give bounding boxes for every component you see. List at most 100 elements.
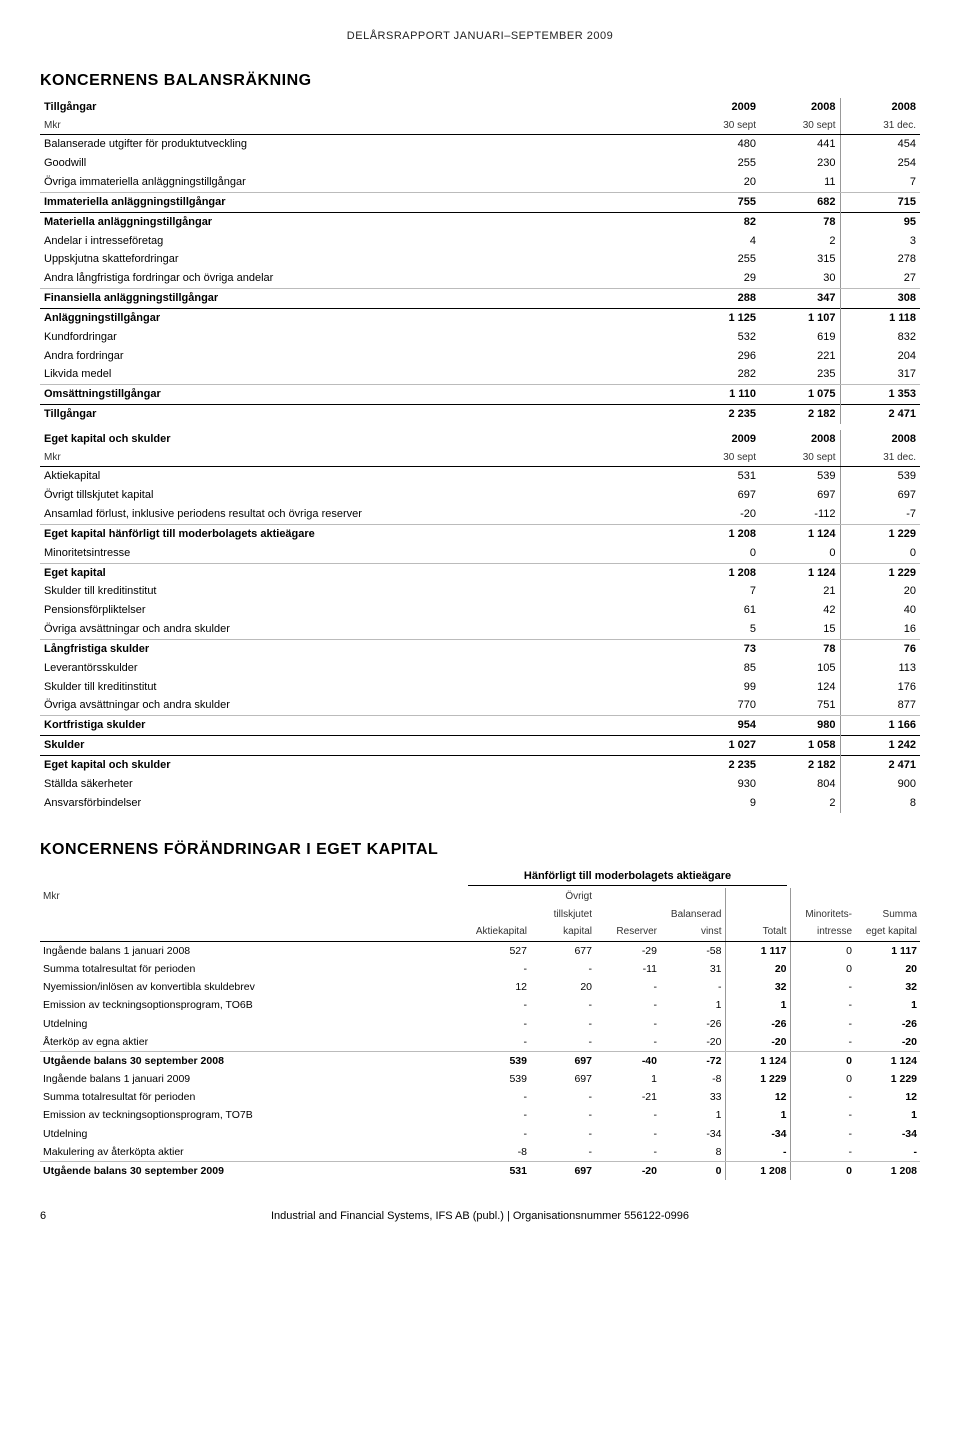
row-val: 7 (840, 173, 920, 192)
row-label: Ställda säkerheter (40, 775, 680, 794)
table-header-sub: Mkr (40, 117, 680, 135)
equity-row-val: 1 229 (725, 1070, 790, 1088)
equity-row-label: Utgående balans 30 september 2008 (40, 1051, 465, 1070)
row-label: Minoritetsintresse (40, 544, 680, 563)
equity-row-val: 531 (465, 1161, 530, 1180)
equity-row-val: 33 (660, 1088, 725, 1106)
equity-col-header: eget kapital (855, 923, 920, 941)
equity-row-label: Summa totalresultat för perioden (40, 960, 465, 978)
row-val: 619 (760, 328, 840, 347)
row-val: 2 182 (760, 405, 840, 424)
row-val: 832 (840, 328, 920, 347)
row-val: 0 (840, 544, 920, 563)
row-val: -7 (840, 505, 920, 524)
equity-row-val: - (530, 1088, 595, 1106)
row-val: 255 (680, 154, 760, 173)
equity-row-label: Ingående balans 1 januari 2008 (40, 941, 465, 960)
row-val: 1 027 (680, 736, 760, 756)
row-val: 30 (760, 269, 840, 288)
equity-row-val: 12 (725, 1088, 790, 1106)
equity-col-header: Totalt (725, 923, 790, 941)
equity-row-val: 20 (855, 960, 920, 978)
row-val: 697 (680, 486, 760, 505)
row-val: 40 (840, 601, 920, 620)
equity-col-header: Balanserad (660, 906, 725, 924)
equity-row-val: - (790, 1106, 855, 1124)
equity-row-val: 1 117 (855, 941, 920, 960)
row-val: 255 (680, 250, 760, 269)
row-label: Övrigt tillskjutet kapital (40, 486, 680, 505)
row-val: 20 (680, 173, 760, 192)
row-val: 1 208 (680, 563, 760, 582)
row-val: 1 075 (760, 385, 840, 405)
row-val: 78 (760, 212, 840, 231)
equity-row-val: -40 (595, 1051, 660, 1070)
row-val: 900 (840, 775, 920, 794)
row-val: 751 (760, 696, 840, 715)
equity-col-header (855, 888, 920, 906)
row-label: Leverantörsskulder (40, 659, 680, 678)
equity-row-val: -8 (465, 1143, 530, 1162)
table-header-label: Tillgångar (40, 98, 680, 117)
equity-row-val: 0 (660, 1161, 725, 1180)
row-val: 770 (680, 696, 760, 715)
row-val: 697 (840, 486, 920, 505)
equity-row-val: -58 (660, 941, 725, 960)
row-val: 317 (840, 365, 920, 384)
equity-row-val: 1 117 (725, 941, 790, 960)
equity-row-val: 0 (790, 1070, 855, 1088)
row-val: 315 (760, 250, 840, 269)
row-label: Skulder till kreditinstitut (40, 582, 680, 601)
equity-col-header (465, 888, 530, 906)
equity-row-val: -26 (725, 1015, 790, 1033)
equity-row-val: 31 (660, 960, 725, 978)
equity-row-val: -20 (725, 1033, 790, 1052)
equity-row-val: -26 (855, 1015, 920, 1033)
equity-row-val: - (855, 1143, 920, 1162)
balance-sheet-table: Tillgångar 2009 2008 2008Mkr 30 sept 30 … (40, 98, 920, 813)
row-val: 347 (760, 289, 840, 309)
row-val: 176 (840, 678, 920, 697)
equity-row-val: 1 (855, 996, 920, 1014)
row-val: 7 (680, 582, 760, 601)
equity-row-val: -72 (660, 1051, 725, 1070)
row-val: 11 (760, 173, 840, 192)
equity-col-header (660, 888, 725, 906)
equity-row-val: 1 (855, 1106, 920, 1124)
row-val: 296 (680, 347, 760, 366)
row-val: 682 (760, 192, 840, 212)
equity-row-val: - (530, 996, 595, 1014)
row-label: Eget kapital (40, 563, 680, 582)
equity-row-val: 697 (530, 1070, 595, 1088)
row-val: 85 (680, 659, 760, 678)
equity-mkr (40, 923, 465, 941)
row-val: 2 182 (760, 756, 840, 775)
row-label: Skulder (40, 736, 680, 756)
table-header-label: Eget kapital och skulder (40, 430, 680, 449)
equity-col-header (595, 906, 660, 924)
row-val: 2 235 (680, 756, 760, 775)
row-val: 278 (840, 250, 920, 269)
row-val: -20 (680, 505, 760, 524)
equity-row-label: Makulering av återköpta aktier (40, 1143, 465, 1162)
row-val: 5 (680, 620, 760, 639)
equity-row-val: 20 (530, 978, 595, 996)
equity-row-label: Utdelning (40, 1125, 465, 1143)
equity-mkr (40, 906, 465, 924)
equity-row-label: Utdelning (40, 1015, 465, 1033)
equity-col-header: Övrigt (530, 888, 595, 906)
row-val: 697 (760, 486, 840, 505)
equity-row-val: - (660, 978, 725, 996)
row-val: 2 471 (840, 405, 920, 424)
row-label: Övriga avsättningar och andra skulder (40, 696, 680, 715)
row-val: 76 (840, 639, 920, 658)
equity-row-label: Utgående balans 30 september 2009 (40, 1161, 465, 1180)
row-val: 15 (760, 620, 840, 639)
row-val: 42 (760, 601, 840, 620)
row-val: 282 (680, 365, 760, 384)
row-val: 78 (760, 639, 840, 658)
col-2008a: 2008 (760, 430, 840, 449)
row-val: 954 (680, 716, 760, 736)
equity-row-val: -29 (595, 941, 660, 960)
equity-row-val: 0 (790, 941, 855, 960)
